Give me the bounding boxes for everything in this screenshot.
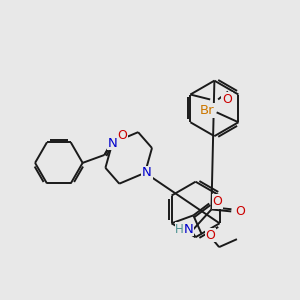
Text: O: O [222,93,232,106]
Text: Br: Br [200,104,214,117]
Text: O: O [205,229,215,242]
Text: N: N [184,223,194,236]
Text: H: H [175,223,184,236]
Text: O: O [212,195,222,208]
Text: O: O [235,205,245,218]
Text: N: N [107,136,117,150]
Text: O: O [117,129,127,142]
Text: N: N [142,166,152,179]
